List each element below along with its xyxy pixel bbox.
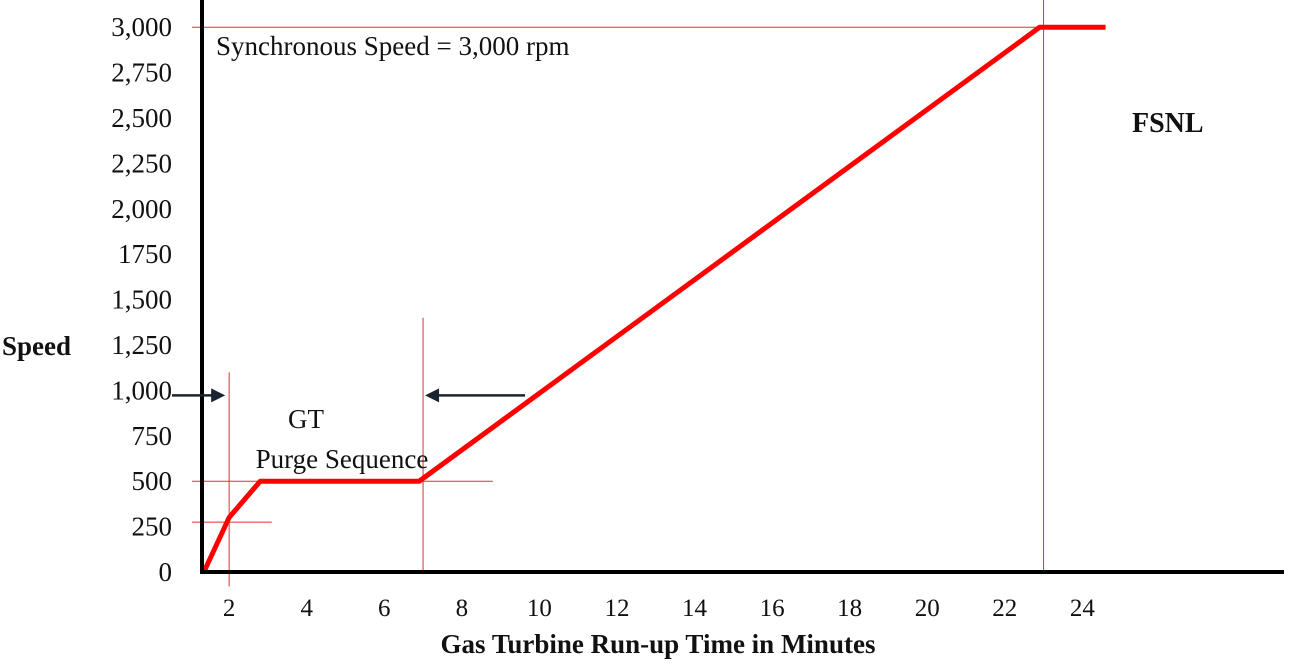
y-tick-label-9: 2,250 [111, 148, 172, 178]
x-tick-label-2: 6 [378, 595, 391, 622]
purge-label-gt: GT [288, 404, 324, 434]
x-tick-label-1: 4 [300, 595, 313, 622]
y-tick-label-5: 1,250 [111, 330, 172, 360]
x-tick-label-3: 8 [456, 595, 469, 622]
y-tick-label-10: 2,500 [111, 103, 172, 133]
y-tick-label-0: 0 [159, 557, 173, 587]
x-tick-label-0: 2 [223, 595, 236, 622]
y-axis-label: Speed [2, 331, 71, 361]
y-tick-label-4: 1,000 [111, 375, 172, 405]
y-tick-label-8: 2,000 [111, 194, 172, 224]
y-tick-label-12: 3,000 [111, 12, 172, 42]
x-tick-label-4: 10 [527, 595, 552, 622]
reference-lines [192, 0, 1063, 587]
y-tick-label-7: 1750 [118, 239, 172, 269]
series-line-0 [201, 24, 1106, 574]
y-tick-labels: 0 250 500 750 1,000 1,250 1,500 1750 2,000 2,250 2… [111, 12, 172, 587]
y-tick-label-1: 250 [132, 512, 173, 542]
arrow-right-head [425, 388, 440, 403]
fsnl-label: FSNL [1132, 108, 1204, 139]
x-axis-label: Gas Turbine Run-up Time in Minutes [441, 629, 876, 659]
y-tick-label-11: 2,750 [111, 58, 172, 88]
x-tick-label-11: 24 [1070, 595, 1096, 622]
series-group [201, 24, 1106, 574]
purge-arrows [172, 388, 526, 403]
purge-label-sequence: Purge Sequence [256, 444, 429, 474]
y-tick-label-6: 1,500 [111, 285, 172, 315]
x-tick-label-7: 16 [760, 595, 785, 622]
x-tick-label-8: 18 [837, 595, 862, 622]
x-tick-label-9: 20 [915, 595, 940, 622]
x-tick-labels: 2 4 6 8 10 12 14 16 18 20 22 24 [223, 595, 1095, 622]
x-tick-label-5: 12 [604, 595, 629, 622]
x-tick-label-10: 22 [992, 595, 1017, 622]
y-tick-label-3: 750 [132, 421, 173, 451]
arrow-left-head [211, 388, 226, 403]
chart-title: Synchronous Speed = 3,000 rpm [216, 31, 569, 61]
axes [200, 0, 1284, 574]
x-tick-label-6: 14 [682, 595, 708, 622]
y-tick-label-2: 500 [132, 466, 173, 496]
